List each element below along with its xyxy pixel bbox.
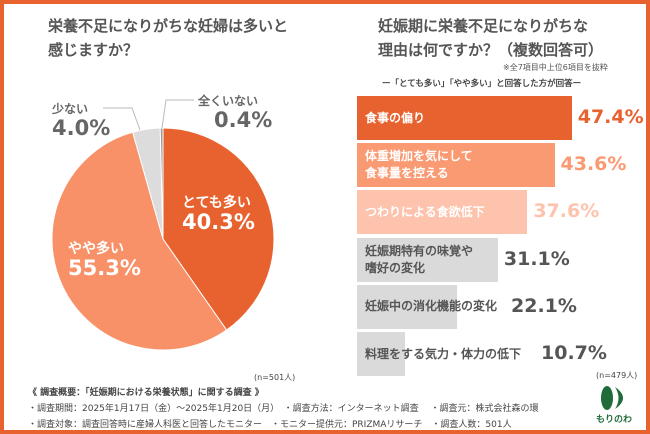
value-few: 4.0% <box>52 116 111 140</box>
right-sample-size: (n=479人) <box>596 371 638 380</box>
bar-label: 料理をする気力・体力の低下 <box>365 346 522 361</box>
bar-2: 体重増加を気にして 食事量を控える <box>357 143 555 188</box>
bar-value-label: 47.4% <box>577 106 644 128</box>
left-title-line1: 栄養不足になりがちな妊婦は多いと <box>48 17 289 35</box>
bar-value-label: 37.6% <box>533 200 600 223</box>
bar-label: 妊娠中の消化機能の変化 <box>365 299 498 314</box>
right-note: ※全7項目中上位6項目を抜粋 <box>503 63 608 72</box>
left-title: 栄養不足になりがちな妊婦は多いと 感じますか？ <box>48 14 288 62</box>
value-somewhat: 55.3% <box>68 256 141 280</box>
leader-line <box>103 107 141 131</box>
bar-value-label: 31.1% <box>503 247 570 270</box>
logo-text: もりのわ <box>596 415 633 425</box>
right-title-line2: 理由は何ですか？（複数回答可） <box>378 41 604 59</box>
bar-5: 妊娠中の消化機能の変化 <box>357 284 497 329</box>
bar-label: 食事の偏り <box>365 110 426 125</box>
label-few: 少ない <box>52 102 89 116</box>
leader-line <box>161 99 194 129</box>
logo-icon <box>601 386 623 410</box>
label-none: 全くいない <box>198 94 259 108</box>
footer-line3: ・調査対象：調査回答時に産婦人科医と回答したモニター ・モニター提供元：PRIZ… <box>28 420 512 430</box>
right-subtitle: ー「とても多い」「やや多い」と回答した方が回答ー <box>382 79 582 89</box>
value-none: 0.4% <box>214 108 273 132</box>
left-title-line2: 感じますか？ <box>48 41 139 59</box>
footer-line1: 《 調査概要：「妊娠期における栄養状態」に関する調査 》 <box>28 388 264 398</box>
label-very-many: とても多い <box>182 195 251 211</box>
pie-slice-somewhat <box>51 131 228 351</box>
pie-chart <box>51 99 275 351</box>
value-very-many: 40.3% <box>182 210 255 234</box>
right-title: 妊娠期に栄養不足になりがちな 理由は何ですか？（複数回答可） <box>378 14 603 62</box>
bar-1: 食事の偏り <box>357 96 572 140</box>
bar-6: 料理をする気力・体力の低下 <box>357 332 521 376</box>
bar-value-label: 10.7% <box>541 342 607 364</box>
bar-value-label: 43.6% <box>560 153 627 176</box>
pie-slice-very-many <box>162 127 275 331</box>
pie-slice-none <box>159 127 164 240</box>
bar-4: 妊娠期特有の味覚や 嗜好の変化 <box>357 237 498 282</box>
left-sample-size: (n=501人) <box>254 373 296 382</box>
bar-label: 妊娠期特有の味覚や 嗜好の変化 <box>365 243 474 275</box>
bar-label: 体重増加を気にして 食事量を控える <box>365 149 473 181</box>
label-somewhat: やや多い <box>68 241 124 257</box>
bar-3: つわりによる食欲低下 <box>357 190 528 235</box>
right-title-line1: 妊娠期に栄養不足になりがちな <box>378 17 589 35</box>
bar-label: つわりによる食欲低下 <box>365 204 485 219</box>
footer-line2: ・調査期間：2025年1月17日（金）～2025年1月20日（月） ・調査方法：… <box>28 404 539 414</box>
bar-value-label: 22.1% <box>511 294 577 317</box>
